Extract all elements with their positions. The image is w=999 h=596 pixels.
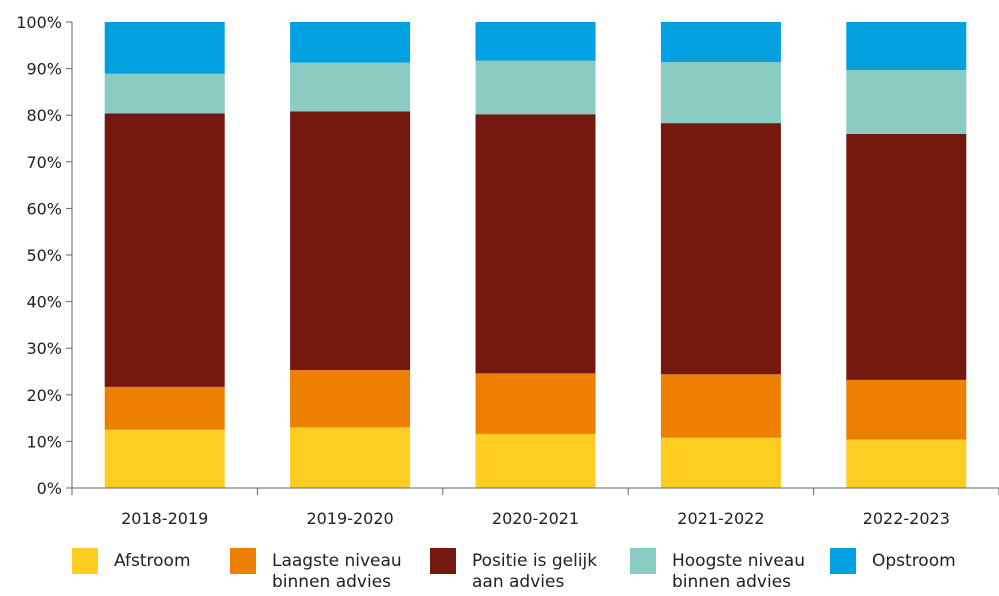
bar-afstroom-2018-2019 bbox=[104, 429, 225, 488]
y-tick-label: 90% bbox=[26, 60, 62, 79]
legend-swatch-hoogste-niveau bbox=[630, 548, 656, 574]
legend-swatch-positie-gelijk bbox=[430, 548, 456, 574]
bar-positie-is-gelijk-aan-advies-2019-2020 bbox=[290, 111, 411, 371]
bar-hoogste-niveau-binnen-advies-2020-2021 bbox=[475, 60, 596, 115]
legend-item-positie-gelijk: Positie is gelijk aan advies bbox=[430, 548, 597, 593]
stacked-bar-chart: 0% 10% 20% 30% 40% 50% 60% 70% 80% 90% 100% 2018-2… bbox=[16, 13, 999, 528]
y-tick-label: 10% bbox=[26, 432, 62, 451]
y-tick-label: 60% bbox=[26, 199, 62, 218]
bar-hoogste-niveau-binnen-advies-2021-2022 bbox=[660, 62, 781, 124]
legend-label-opstroom: Opstroom bbox=[872, 551, 956, 571]
bar-hoogste-niveau-binnen-advies-2019-2020 bbox=[290, 62, 411, 112]
bar-afstroom-2022-2023 bbox=[846, 439, 967, 488]
bar-laagste-niveau-binnen-advies-2018-2019 bbox=[104, 386, 225, 430]
y-tick-label: 40% bbox=[26, 293, 62, 312]
bar-laagste-niveau-binnen-advies-2019-2020 bbox=[290, 370, 411, 428]
bar-afstroom-2019-2020 bbox=[290, 427, 411, 488]
bar-laagste-niveau-binnen-advies-2021-2022 bbox=[660, 374, 781, 438]
x-tick-label: 2019-2020 bbox=[306, 509, 393, 528]
legend-item-opstroom: Opstroom bbox=[830, 548, 956, 574]
x-tick-label: 2022-2023 bbox=[863, 509, 950, 528]
bar-opstroom-2019-2020 bbox=[290, 22, 411, 63]
bar-afstroom-2021-2022 bbox=[660, 437, 781, 488]
legend-label-laagste-niveau: Laagste niveau binnen advies bbox=[272, 551, 402, 592]
bar-afstroom-2020-2021 bbox=[475, 433, 596, 488]
legend-label-afstroom: Afstroom bbox=[114, 551, 191, 571]
x-tick-label: 2018-2019 bbox=[121, 509, 208, 528]
bar-positie-is-gelijk-aan-advies-2020-2021 bbox=[475, 114, 596, 374]
legend-item-afstroom: Afstroom bbox=[72, 548, 191, 574]
bar-laagste-niveau-binnen-advies-2020-2021 bbox=[475, 373, 596, 434]
y-tick-label: 30% bbox=[26, 339, 62, 358]
x-tick-label: 2020-2021 bbox=[492, 509, 579, 528]
y-tick-label: 50% bbox=[26, 246, 62, 265]
legend: Afstroom Laagste niveau binnen advies Po… bbox=[0, 548, 999, 596]
bar-hoogste-niveau-binnen-advies-2022-2023 bbox=[846, 69, 967, 134]
legend-swatch-afstroom bbox=[72, 548, 98, 574]
legend-swatch-opstroom bbox=[830, 548, 856, 574]
y-tick-label: 80% bbox=[26, 106, 62, 125]
legend-label-hoogste-niveau: Hoogste niveau binnen advies bbox=[672, 551, 805, 592]
bar-positie-is-gelijk-aan-advies-2022-2023 bbox=[846, 133, 967, 380]
bar-opstroom-2018-2019 bbox=[104, 22, 225, 74]
bar-positie-is-gelijk-aan-advies-2021-2022 bbox=[660, 123, 781, 375]
bar-hoogste-niveau-binnen-advies-2018-2019 bbox=[104, 73, 225, 114]
legend-swatch-laagste-niveau bbox=[230, 548, 256, 574]
x-tick-label: 2021-2022 bbox=[677, 509, 764, 528]
x-axis: 2018-2019 2019-2020 2020-2021 2021-2022 2022… bbox=[71, 487, 999, 528]
legend-item-hoogste-niveau: Hoogste niveau binnen advies bbox=[630, 548, 805, 593]
y-tick-label: 100% bbox=[16, 13, 62, 32]
bar-opstroom-2021-2022 bbox=[660, 22, 781, 63]
y-axis: 0% 10% 20% 30% 40% 50% 60% 70% 80% 90% 100% bbox=[16, 13, 73, 498]
bars-group bbox=[104, 22, 967, 488]
bar-opstroom-2022-2023 bbox=[846, 22, 967, 70]
y-tick-label: 0% bbox=[37, 479, 62, 498]
bar-opstroom-2020-2021 bbox=[475, 22, 596, 61]
legend-label-positie-gelijk: Positie is gelijk aan advies bbox=[472, 551, 598, 592]
bar-positie-is-gelijk-aan-advies-2018-2019 bbox=[104, 113, 225, 387]
bar-laagste-niveau-binnen-advies-2022-2023 bbox=[846, 379, 967, 440]
legend-item-laagste-niveau: Laagste niveau binnen advies bbox=[230, 548, 402, 593]
y-tick-label: 70% bbox=[26, 153, 62, 172]
y-tick-label: 20% bbox=[26, 386, 62, 405]
